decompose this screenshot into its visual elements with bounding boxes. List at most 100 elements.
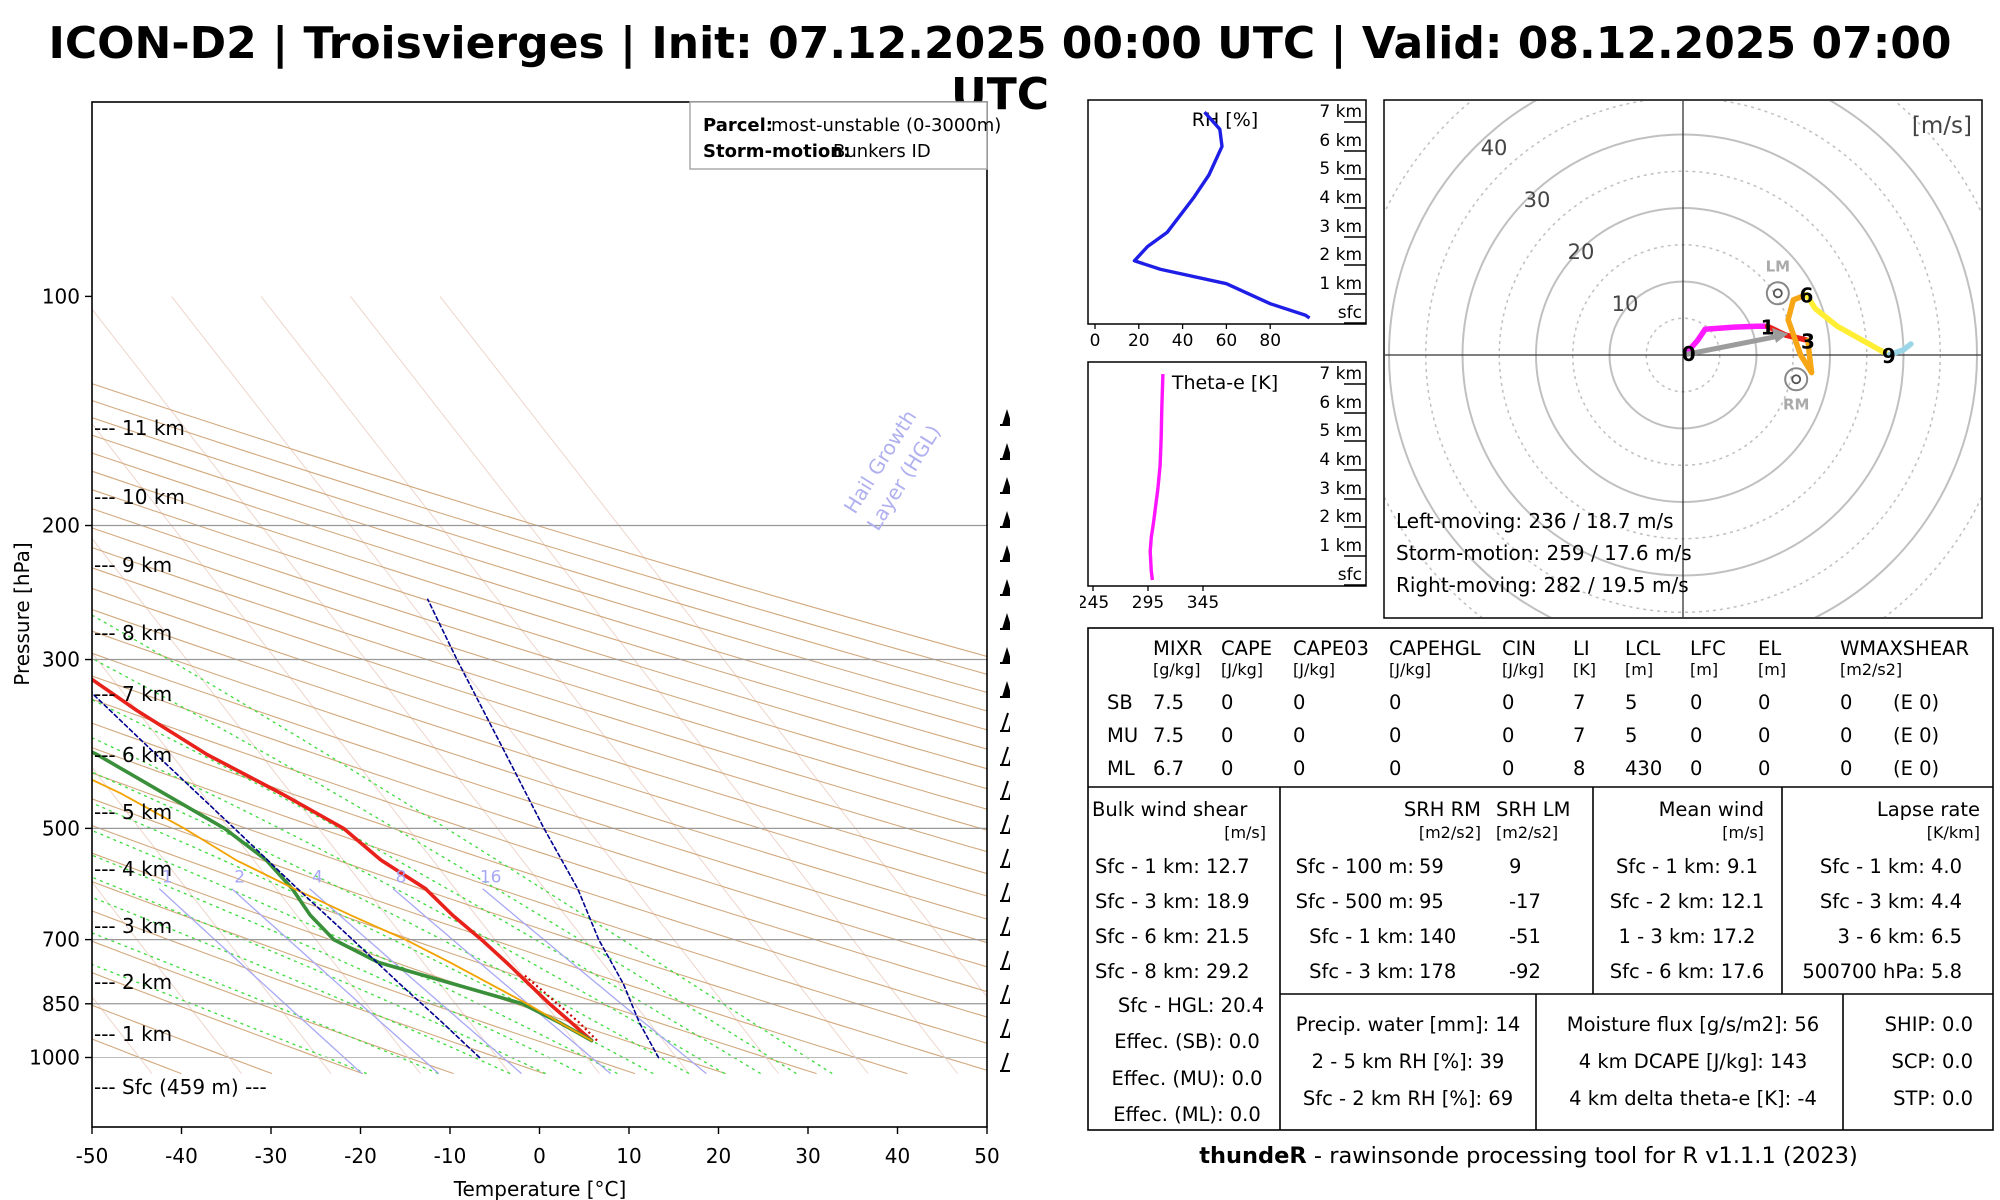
isotherm [92,881,242,1074]
indices-header-cin: CIN [1502,637,1536,660]
wind-barb [1000,579,1010,596]
virtual-temperature-line [523,974,598,1042]
indices-cell: 6.7 [1153,757,1184,780]
indices-unit: [m] [1625,660,1653,679]
moist-adiabat [92,854,582,1075]
srh-lm-unit: [m2/s2] [1496,823,1558,842]
srh-rm-value: 140 [1419,925,1456,948]
wind-barb-pennant [1002,647,1010,663]
wind-barb-flag [1001,916,1009,936]
wind-barb [1000,916,1010,936]
wind-barb [1000,814,1010,834]
dry-adiabat [92,972,363,1075]
x-tick-label: -10 [434,1144,467,1168]
indices-cell: 0 [1840,691,1852,714]
shear-row: Sfc - 1 km: 12.7 [1095,855,1249,878]
moisture-row: Sfc - 2 km RH [%]: 69 [1303,1087,1513,1110]
dry-adiabat [92,452,987,731]
composite-row: SHIP: 0.0 [1885,1013,1973,1036]
hodograph-unit: [m/s] [1912,113,1972,139]
wind-barb [1000,882,1010,902]
mixing-ratio-label: 8 [396,868,407,888]
theta-level-label: 4 km [1319,450,1362,470]
x-tick-label: 10 [616,1144,641,1168]
rh-level-label: 5 km [1319,159,1362,179]
series-hgl-left [92,692,481,1059]
theta-x-tick-label: 295 [1132,593,1164,613]
storm-motion-arrow [1682,333,1781,358]
x-tick-label: 50 [974,1144,999,1168]
x-tick-label: 40 [885,1144,910,1168]
rh-level-label: 4 km [1319,188,1362,208]
indices-cell: 430 [1625,757,1662,780]
dry-adiabat [92,383,987,658]
indices-row-label: ML [1107,757,1135,780]
composite-row: STP: 0.0 [1893,1087,1973,1110]
theta-level-label: 2 km [1319,507,1362,527]
srh-row-label: Sfc - 100 m: [1296,855,1414,878]
wind-barb [1000,1018,1010,1038]
srh-lm-title: SRH LM [1496,798,1570,821]
wind-barb-flag [1008,996,1010,1004]
moist-adiabat [92,699,761,1075]
theta-e-profile-chart: 7 km 6 km 5 km 4 km 3 km 2 km 1 km sfc Theta-e [… [1080,361,1367,613]
dry-adiabat [92,399,987,675]
lapse-row: 3 - 6 km: 6.5 [1837,925,1962,948]
wind-barb [1000,477,1010,494]
indices-header-cape: CAPE [1221,637,1272,660]
rh-level-label: sfc [1338,303,1362,323]
indices-unit: [J/kg] [1293,660,1335,679]
indices-row-label: MU [1107,724,1138,747]
wind-barb [1000,746,1010,766]
wind-barb [1000,984,1010,1004]
y-axis-label: Pressure [hPa] [10,542,34,685]
storm-vector-marker-rm [1784,367,1809,392]
wind-barb-flag [1001,814,1009,834]
indices-cell: 0 [1293,724,1305,747]
indices-unit: [J/kg] [1502,660,1544,679]
wind-barb-flag [1008,758,1010,766]
shear-row: Effec. (MU): 0.0 [1112,1067,1263,1090]
shear-title: Bulk wind shear [1092,798,1248,821]
flux-row: 4 km DCAPE [J/kg]: 143 [1579,1050,1808,1073]
indices-cell: 7 [1573,691,1585,714]
srh-lm-value: 9 [1509,855,1521,878]
y-tick-label: 700 [42,928,80,952]
dry-adiabat [92,798,908,1075]
dry-adiabat [92,852,727,1075]
legend-parcel-key: Parcel: [703,115,773,136]
shear-row: Sfc - 8 km: 29.2 [1095,960,1249,983]
indices-cell: 7 [1573,724,1585,747]
dry-adiabat [92,527,987,810]
wind-barb [1000,613,1010,630]
moist-adiabat [92,876,547,1075]
indices-cell: 0 [1840,724,1852,747]
dry-adiabat [92,675,987,968]
wind-barb-pennant [1002,613,1010,629]
lapse-title: Lapse rate [1877,798,1980,821]
indices-header-capehgl: CAPEHGL [1389,637,1481,660]
mean-wind-title: Mean wind [1659,798,1764,821]
indices-cell: 0 [1389,691,1401,714]
y-tick-label: 500 [42,816,80,840]
rh-x-tick-label: 80 [1259,331,1281,351]
rh-level-label: 6 km [1319,131,1362,151]
dry-adiabat [92,910,545,1075]
wind-barb-pennant [1002,477,1010,493]
legend-parcel-value: most-unstable (0-3000m) [771,115,1001,136]
rh-x-tick-label: 20 [1128,331,1150,351]
rh-level-label: 1 km [1319,274,1362,294]
moist-adiabat [92,963,368,1075]
srh-rm-value: 95 [1419,890,1444,913]
indices-cell: 0 [1389,757,1401,780]
x-tick-label: 30 [795,1144,820,1168]
footer-tool-description: - rawinsonde processing tool for R v1.1.… [1306,1143,1858,1169]
wind-barb-flag [1001,950,1009,970]
wind-barb [1000,780,1010,800]
theta-level-label: sfc [1338,565,1362,585]
wind-barb-flag [1008,826,1010,834]
wind-barb-flag [1008,792,1010,800]
hodograph-height-label: 0 [1682,342,1696,366]
rh-profile-chart: 7 km 6 km 5 km 4 km 3 km 2 km 1 km sfc RH [%] 0 20… [1087,99,1367,351]
